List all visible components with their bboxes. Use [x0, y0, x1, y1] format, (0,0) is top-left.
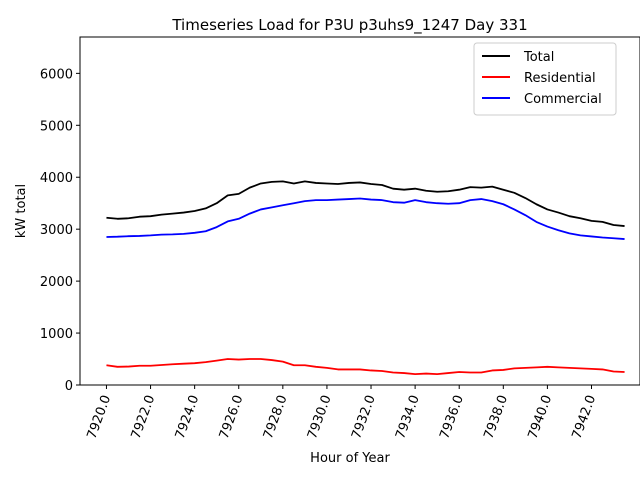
legend: Total Residential Commercial [473, 42, 617, 116]
y-tick-label: 1000 [40, 327, 73, 342]
series-line-total [106, 180, 625, 227]
legend-label-residential: Residential [524, 71, 596, 86]
y-tick-label: 6000 [40, 67, 73, 82]
y-tick-label: 5000 [40, 119, 73, 134]
y-axis-label: kW total [14, 184, 29, 238]
series-line-residential [106, 358, 625, 375]
y-tick-label: 3000 [40, 223, 73, 238]
x-axis-label: Hour of Year [310, 451, 390, 466]
series-layer [106, 180, 625, 375]
y-tick-label: 2000 [40, 275, 73, 290]
legend-label-commercial: Commercial [524, 92, 602, 107]
legend-items: Total Residential Commercial [482, 50, 602, 107]
y-tick-label: 0 [65, 379, 73, 394]
series-line-commercial [106, 197, 625, 240]
legend-label-total: Total [523, 50, 554, 65]
y-tick-label: 4000 [40, 171, 73, 186]
y-axis: 0 1000 2000 3000 4000 5000 6000 [40, 67, 80, 394]
chart-title: Timeseries Load for P3U p3uhs9_1247 Day … [171, 16, 527, 35]
